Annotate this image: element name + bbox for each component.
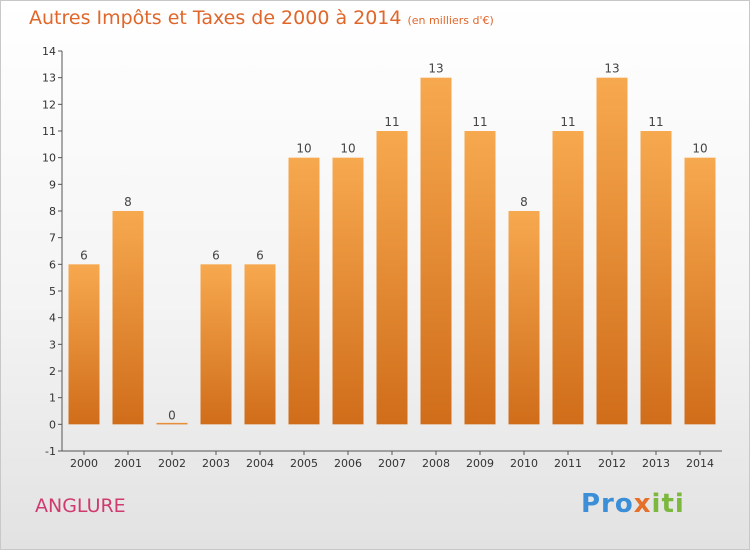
bar	[200, 264, 232, 425]
bar	[684, 157, 716, 425]
unit-note: (en milliers d'€)	[407, 14, 494, 27]
y-tick-label: 9	[49, 178, 56, 191]
bar	[464, 131, 496, 425]
y-tick-label: 12	[42, 98, 56, 111]
x-tick-label: 2008	[422, 457, 450, 470]
x-tick-label: 2006	[334, 457, 362, 470]
y-tick-label: 7	[49, 232, 56, 245]
bar	[112, 211, 144, 425]
y-tick-label: 1	[49, 392, 56, 405]
x-tick-label: 2014	[686, 457, 714, 470]
bar	[596, 77, 628, 425]
commune-name: ANGLURE	[35, 495, 126, 517]
y-tick-label: 14	[42, 45, 56, 58]
logo-part-2: x	[633, 489, 652, 519]
chart-title: Autres Impôts et Taxes de 2000 à 2014 (en…	[29, 7, 494, 29]
data-label: 13	[604, 62, 619, 76]
data-label: 10	[296, 142, 311, 156]
y-tick-label: 10	[42, 152, 56, 165]
y-tick-label: 6	[49, 258, 56, 271]
data-label: 10	[692, 142, 707, 156]
bar	[552, 131, 584, 425]
y-tick-label: -1	[45, 445, 56, 458]
y-tick-label: 2	[49, 365, 56, 378]
proxiti-logo: Proxiti	[581, 489, 685, 519]
x-axis-ticks: 2000 2001 2002 2003 2004 2005 2006 2007 2008 2009…	[70, 451, 714, 470]
bar	[640, 131, 672, 425]
bar	[332, 157, 364, 425]
y-tick-label: 0	[49, 418, 56, 431]
bar	[420, 77, 452, 425]
data-label: 6	[256, 248, 264, 262]
y-tick-label: 11	[42, 125, 56, 138]
x-tick-label: 2002	[158, 457, 186, 470]
data-label: 11	[384, 115, 399, 129]
logo-part-1: Pro	[581, 489, 634, 519]
x-tick-label: 2009	[466, 457, 494, 470]
x-tick-label: 2005	[290, 457, 318, 470]
x-tick-label: 2000	[70, 457, 98, 470]
y-tick-label: 5	[49, 285, 56, 298]
y-tick-label: 8	[49, 205, 56, 218]
x-tick-label: 2010	[510, 457, 538, 470]
data-label: 11	[648, 115, 663, 129]
data-label: 0	[168, 408, 176, 422]
data-label: 10	[340, 142, 355, 156]
bar	[288, 157, 320, 425]
x-tick-label: 2001	[114, 457, 142, 470]
x-tick-label: 2003	[202, 457, 230, 470]
data-label: 6	[80, 248, 88, 262]
x-tick-label: 2004	[246, 457, 274, 470]
bar	[156, 422, 188, 425]
data-labels: 6 8 0 6 6 10 10 11 13 11 8 11 13 11 10	[80, 62, 707, 423]
bar	[376, 131, 408, 425]
y-tick-label: 13	[42, 72, 56, 85]
logo-part-3: iti	[651, 489, 685, 519]
data-label: 11	[472, 115, 487, 129]
data-label: 13	[428, 62, 443, 76]
x-tick-label: 2013	[642, 457, 670, 470]
chart-title-text: Autres Impôts et Taxes de 2000 à 2014	[29, 7, 402, 29]
x-tick-label: 2012	[598, 457, 626, 470]
data-label: 11	[560, 115, 575, 129]
data-label: 8	[520, 195, 528, 209]
x-tick-label: 2007	[378, 457, 406, 470]
data-label: 8	[124, 195, 132, 209]
x-tick-label: 2011	[554, 457, 582, 470]
bar	[244, 264, 276, 425]
y-tick-label: 4	[49, 312, 56, 325]
data-label: 6	[212, 248, 220, 262]
bar	[68, 264, 100, 425]
bars	[68, 77, 716, 425]
bar	[508, 211, 540, 425]
y-tick-label: 3	[49, 338, 56, 351]
